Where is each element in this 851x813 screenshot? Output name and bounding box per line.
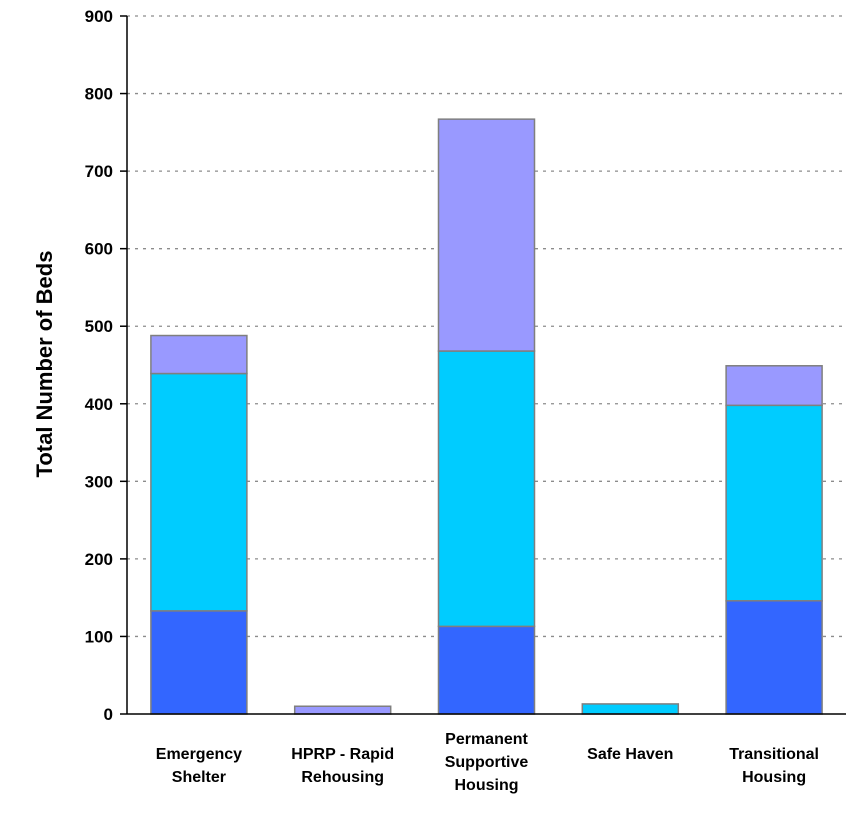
y-tick-label: 700 <box>85 162 113 181</box>
x-category-label: Emergency Shelter <box>156 746 242 786</box>
y-tick-label: 900 <box>85 7 113 26</box>
bar-segment <box>581 703 680 715</box>
bar-segment <box>150 610 248 715</box>
y-tick-label: 0 <box>104 705 113 724</box>
y-tick-label: 500 <box>85 317 113 336</box>
bar-segment <box>437 118 536 352</box>
bar-segment <box>150 372 248 612</box>
bar-segment <box>725 404 823 602</box>
y-tick-label: 800 <box>85 85 113 104</box>
bar-segment <box>150 334 248 375</box>
x-category-label: Safe Haven <box>587 746 673 763</box>
bar-segment <box>437 350 536 628</box>
bar-segment <box>725 365 823 407</box>
x-category-label: Permanent Supportive Housing <box>445 731 529 794</box>
y-tick-label: 400 <box>85 395 113 414</box>
y-tick-label: 200 <box>85 550 113 569</box>
x-category-label: Transitional Housing <box>729 746 819 786</box>
x-category-label: HPRP - Rapid Rehousing <box>291 746 394 786</box>
y-tick-label: 300 <box>85 472 113 491</box>
y-tick-label: 600 <box>85 240 113 259</box>
axes <box>120 15 846 715</box>
bars <box>150 118 823 715</box>
labels: 0 100 200 300 400 500 600 700 800 900 Emergency She… <box>85 7 819 794</box>
bar-segment <box>437 625 536 715</box>
y-tick-label: 100 <box>85 627 113 646</box>
bar-segment <box>293 705 392 715</box>
y-axis-title: Total Number of Beds <box>32 251 57 478</box>
bar-segment <box>725 600 823 715</box>
